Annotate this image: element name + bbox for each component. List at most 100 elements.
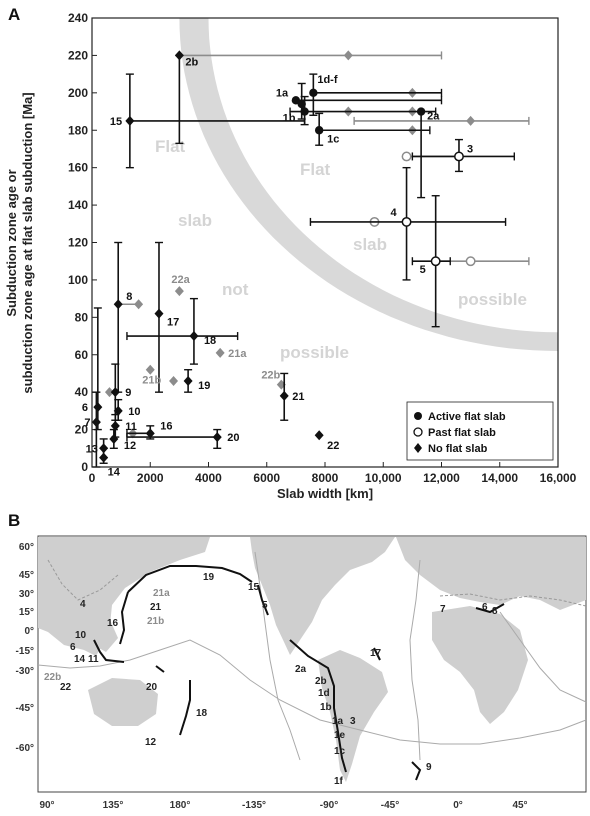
data-point (178, 50, 443, 61)
zone-left-word-4: possible (280, 343, 349, 362)
marker-diamond (145, 364, 155, 375)
data-point-1c (314, 112, 431, 146)
point-label-2a: 2a (427, 111, 440, 123)
map-label-1c: 1c (334, 746, 346, 757)
data-marks: 1a1b1c1d-f2a2b34567891011121314151617181… (82, 50, 530, 479)
marker-past (454, 151, 464, 162)
map-label-11: 11 (88, 654, 99, 665)
map-label-15: 15 (248, 582, 260, 593)
y-tick-label: 40 (75, 385, 89, 399)
y-tick-label: 180 (68, 123, 88, 137)
legend-marker-active (414, 412, 422, 420)
marker-diamond (113, 299, 123, 310)
panel-a-label: A (8, 5, 20, 24)
flat-slab-zone-band (179, 18, 558, 351)
map-label-1b: 1b (320, 702, 332, 713)
point-label-11: 11 (125, 421, 137, 433)
zone-label-possible: Flat slab possible (300, 160, 527, 309)
boundary-indian (499, 611, 587, 703)
map-label-3: 3 (350, 716, 356, 727)
marker-diamond (113, 405, 123, 416)
land-africa (432, 606, 528, 724)
marker-diamond (91, 417, 101, 428)
plot-frame (91, 17, 559, 468)
marker-diamond (125, 115, 135, 126)
map-label-6: 6 (482, 602, 488, 613)
scatter-plot: Flat slab not possible Flat slab possibl… (4, 11, 577, 501)
y-tick-label: 220 (68, 48, 88, 62)
data-point-5 (411, 195, 451, 328)
marker-diamond (343, 50, 353, 61)
land-masses (38, 537, 586, 782)
latitude-label: 15° (19, 607, 34, 618)
point-label-5: 5 (420, 264, 426, 276)
marker-diamond (174, 286, 184, 297)
marker-diamond (466, 115, 476, 126)
point-label-14: 14 (108, 467, 121, 479)
marker-active (297, 99, 306, 109)
point-label-22a: 22a (171, 274, 190, 286)
data-point-21 (279, 372, 289, 421)
x-axis-label: Slab width [km] (277, 486, 373, 501)
marker-active (416, 107, 426, 116)
point-label-16: 16 (160, 420, 172, 432)
point-label-21: 21 (292, 391, 304, 403)
zone-left-word-2: slab (178, 211, 212, 230)
data-point (169, 375, 179, 386)
marker-active (314, 126, 324, 135)
trench-cascadia (257, 584, 269, 616)
y-axis-label-line1: Subduction zone age or (4, 169, 19, 316)
axis-ticks: 0 2000 4000 6000 8000 10,000 12,000 14,000 16,00… (68, 11, 577, 485)
x-tick-label: 2000 (137, 471, 164, 485)
data-point-18 (126, 297, 239, 365)
latitude-label: 30° (19, 589, 34, 600)
point-label-6: 6 (82, 402, 88, 414)
longitude-label: -45° (381, 800, 399, 811)
marker-active (309, 88, 318, 98)
data-point-14 (99, 447, 109, 464)
map-label-21: 21 (150, 602, 162, 613)
map-label-22b: 22b (44, 672, 61, 683)
boundary-asia-dashed (47, 559, 119, 601)
marker-past (401, 216, 412, 227)
marker-diamond (183, 375, 193, 386)
map-label-10: 10 (75, 630, 87, 641)
x-tick-label: 4000 (195, 471, 222, 485)
data-point-2b (174, 50, 184, 145)
map-label-4: 4 (80, 599, 86, 610)
longitude-label: 180° (170, 800, 191, 811)
trench-izu-mariana (119, 591, 129, 645)
data-point-12 (109, 428, 119, 449)
y-axis-label-line2: subduction zone age at flat slab subduct… (20, 92, 35, 393)
world-map: 60°45°30°15°0°-15°-30°-45°-60° 90° 135° 18… (16, 535, 587, 811)
data-point-21a (215, 347, 225, 358)
map-label-14: 14 (74, 654, 86, 665)
latitude-label: -60° (16, 743, 34, 754)
map-label-20: 20 (146, 682, 158, 693)
data-point-4 (309, 166, 507, 281)
subduction-zones (93, 565, 505, 781)
longitude-label: 90° (39, 800, 54, 811)
longitude-labels: 90° 135° 180° -135° -90° -45° 0° 45° (39, 800, 527, 811)
marker-diamond (174, 50, 184, 61)
panel-b-label: B (8, 511, 20, 530)
trench-aleutian (127, 565, 253, 593)
land-north-america (250, 537, 395, 655)
map-label-19: 19 (203, 572, 215, 583)
marker-diamond (109, 433, 119, 444)
data-point-6 (93, 307, 103, 431)
point-label-1c: 1c (327, 133, 339, 145)
zone-left-word-3: not (222, 280, 249, 299)
map-label-18: 18 (196, 708, 208, 719)
y-tick-label: 80 (75, 310, 89, 324)
data-point-16 (126, 425, 155, 440)
longitude-label: 45° (512, 800, 527, 811)
map-label-21a: 21a (153, 588, 170, 599)
boundary-eurasia-dashed (439, 593, 587, 607)
y-tick-label: 60 (75, 348, 89, 362)
x-tick-label: 14,000 (481, 471, 518, 485)
marker-diamond (104, 387, 114, 398)
map-label-12: 12 (145, 737, 157, 748)
